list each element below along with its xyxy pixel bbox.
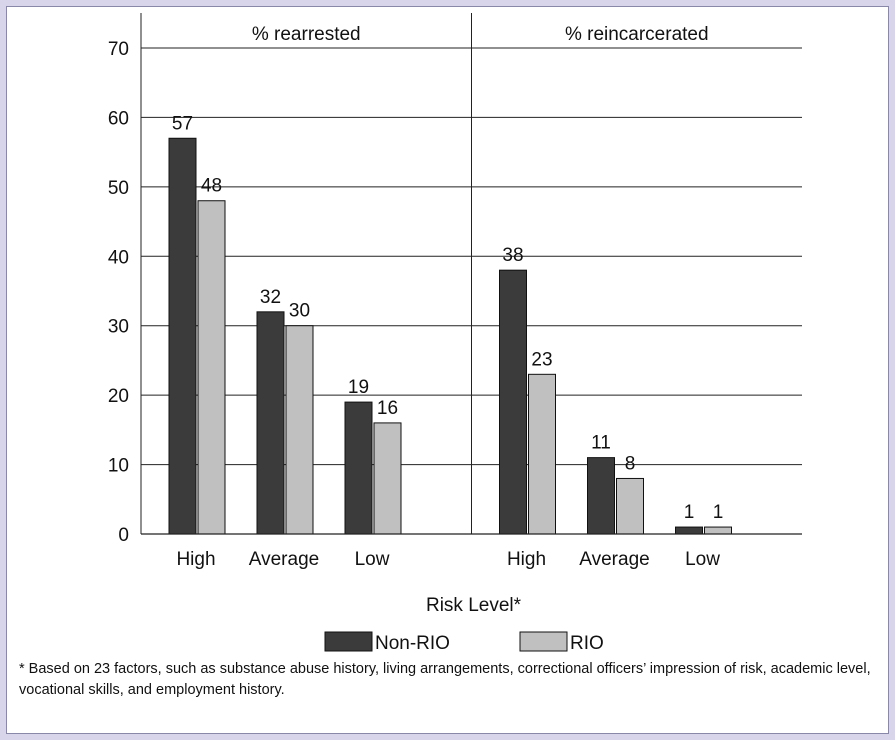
footnote: * Based on 23 factors, such as substance… xyxy=(19,661,871,698)
data-label: 16 xyxy=(377,398,398,419)
category-label: Low xyxy=(355,549,390,570)
legend-label-rio: RIO xyxy=(570,633,604,652)
y-tick-label: 30 xyxy=(108,317,129,338)
bar-rio xyxy=(528,373,556,535)
y-tick-label: 20 xyxy=(108,386,129,407)
y-tick-label: 40 xyxy=(108,247,129,268)
bar-rio xyxy=(285,325,314,535)
category-label: Low xyxy=(685,549,720,570)
bar-rio xyxy=(704,526,732,535)
data-label: 57 xyxy=(172,113,193,134)
category-label: Average xyxy=(579,549,649,570)
bar-non-rio xyxy=(499,269,527,535)
y-tick-label: 60 xyxy=(108,108,129,129)
data-label: 30 xyxy=(289,301,310,322)
data-label: 32 xyxy=(260,287,281,308)
bar-rio xyxy=(197,200,226,535)
bar-non-rio xyxy=(256,311,285,535)
bar-rio xyxy=(616,477,644,535)
y-tick-label: 70 xyxy=(108,39,129,60)
data-label: 8 xyxy=(625,453,636,474)
category-label: Average xyxy=(249,549,319,570)
bar-non-rio xyxy=(168,137,197,535)
bar-rio xyxy=(373,422,402,535)
data-label: 23 xyxy=(531,349,552,370)
panel-title: % rearrested xyxy=(252,24,361,45)
data-label: 1 xyxy=(713,502,724,523)
y-tick-label: 0 xyxy=(118,525,129,546)
data-label: 48 xyxy=(201,176,222,197)
y-tick-label: 50 xyxy=(108,178,129,199)
panel-title: % reincarcerated xyxy=(565,24,709,45)
legend-swatch-rio xyxy=(519,631,568,652)
y-tick-label: 10 xyxy=(108,456,129,477)
bar-non-rio xyxy=(344,401,373,535)
bar-non-rio xyxy=(675,526,703,535)
bar-chart: 0 10 20 30 40 50 60 70 % rearrested High 57 48 Avera… xyxy=(108,13,802,652)
legend-label-non-rio: Non-RIO xyxy=(375,633,450,652)
figure-frame: 0 10 20 30 40 50 60 70 % rearrested High 57 48 Avera… xyxy=(6,6,889,734)
data-label: 19 xyxy=(348,377,369,398)
x-axis-title: Risk Level* xyxy=(426,595,522,616)
data-label: 1 xyxy=(684,502,695,523)
legend-swatch-non-rio xyxy=(324,631,373,652)
category-label: High xyxy=(507,549,546,570)
bar-non-rio xyxy=(587,457,615,535)
data-label: 38 xyxy=(502,245,523,266)
data-label: 11 xyxy=(591,433,611,454)
category-label: High xyxy=(176,549,215,570)
